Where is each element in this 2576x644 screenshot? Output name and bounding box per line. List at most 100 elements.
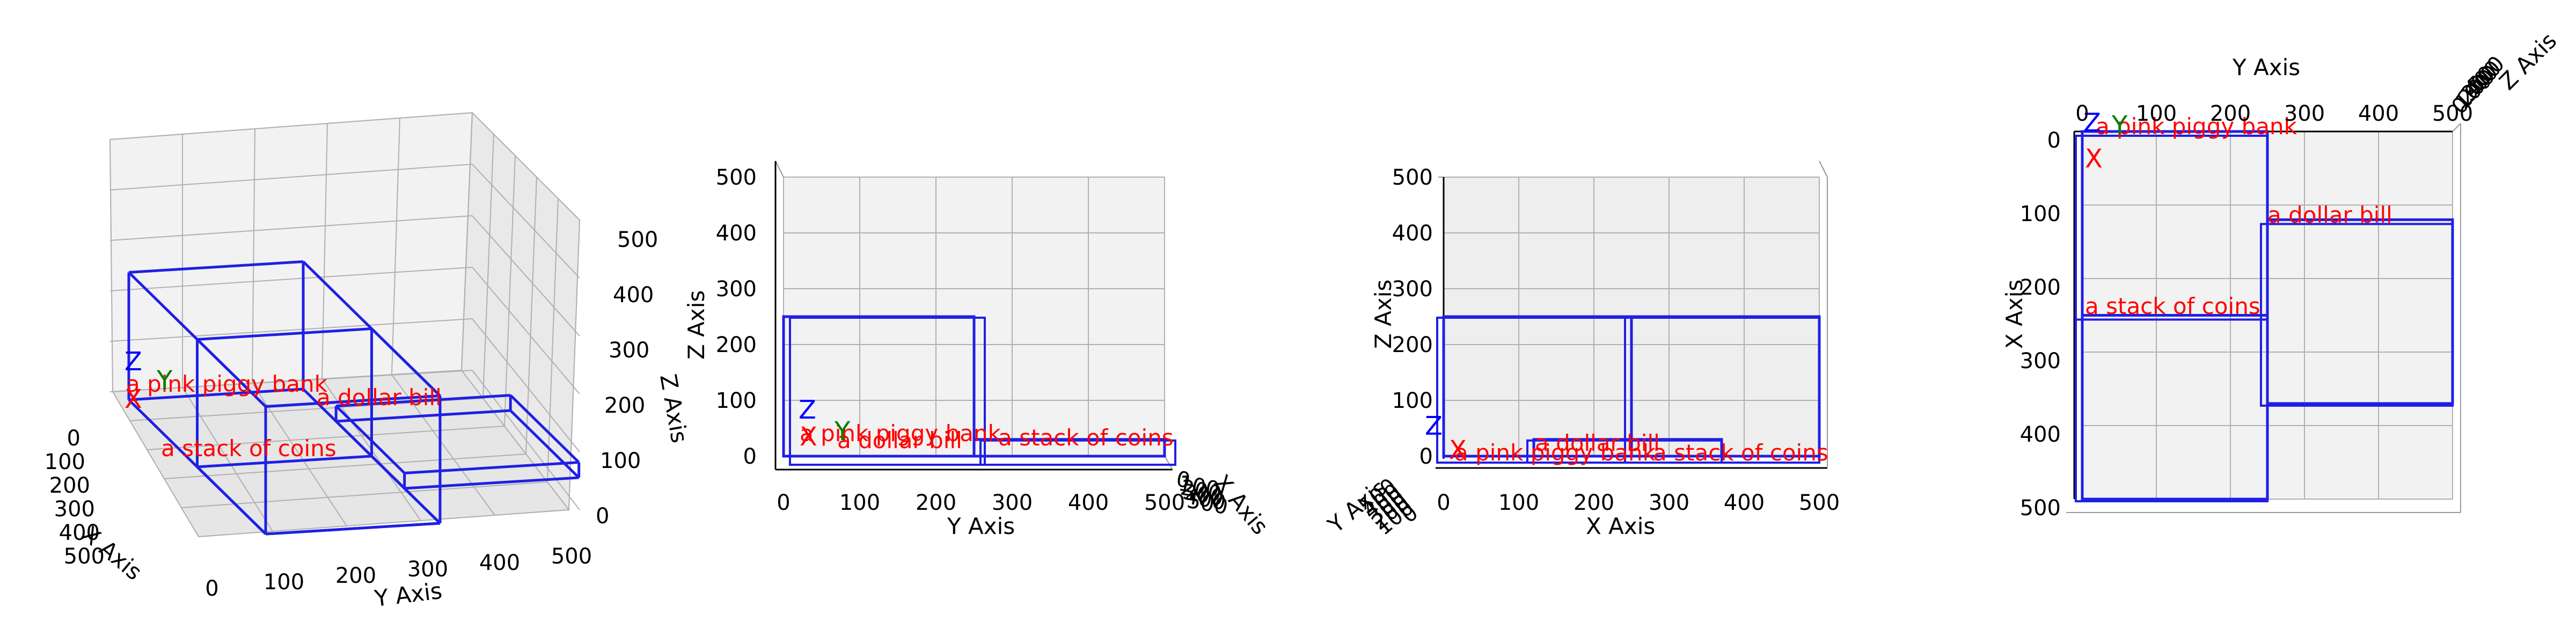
side-z-tick: 300	[1392, 277, 1433, 302]
perspective-y-tick: 100	[264, 570, 304, 595]
box-edge	[128, 387, 304, 401]
box-edge	[336, 394, 511, 407]
side-z-tick: 0	[1419, 444, 1433, 469]
back-grid-line	[109, 318, 473, 342]
front-y-axis-label: Y Axis	[947, 513, 1015, 539]
top-object-label: a stack of coins	[2085, 293, 2260, 319]
box-edge	[197, 327, 372, 341]
side-object-label: a dollar bill	[1535, 430, 1660, 456]
side-box	[1624, 315, 1821, 464]
side-z-tick: 400	[1392, 221, 1433, 246]
side-z-letter: Z	[1425, 411, 1443, 441]
side-grid-line	[472, 267, 580, 394]
front-y-tick: 400	[1068, 491, 1109, 515]
perspective-x-letter: X	[125, 384, 142, 414]
side-x-tick: 0	[1437, 491, 1450, 515]
top-y-tick: 0	[2075, 101, 2089, 126]
front-y-letter: Y	[834, 416, 851, 447]
top-y-tick: 300	[2284, 101, 2325, 126]
side-grid-line	[504, 155, 516, 427]
perspective-z-tick: 200	[604, 393, 645, 418]
front-x-letter: X	[800, 422, 817, 452]
perspective-x-tick: 400	[59, 521, 100, 545]
box-edge	[196, 466, 267, 535]
floor-grid-line	[198, 509, 569, 537]
top-x-tick: 100	[2020, 202, 2061, 226]
top-box	[2075, 314, 2269, 502]
side-grid-line	[525, 177, 537, 455]
box-depth-outline	[979, 439, 1176, 466]
side-grid-line	[472, 318, 580, 452]
back-grid-line	[109, 215, 473, 241]
side-z-tick: 200	[1392, 333, 1433, 357]
perspective-x-tick: 0	[67, 426, 80, 451]
box-edge	[265, 522, 441, 536]
side-object-label: a pink piggy bank	[1454, 440, 1656, 466]
top-x-axis-label: X Axis	[2001, 280, 2028, 349]
front-z-tick: 500	[716, 165, 757, 190]
top-ticks: 0 100 200 300 400 500010020030040050001002003…	[2020, 52, 2509, 521]
side-grid-line	[472, 164, 580, 279]
front-object-label: a dollar bill	[837, 427, 962, 453]
box-edge	[335, 405, 406, 474]
top-x-tick: 0	[2047, 128, 2061, 153]
front-z-tick: 300	[716, 277, 757, 302]
top-z-axis-label: Z Axis	[2494, 27, 2562, 95]
box-edge	[509, 409, 580, 479]
perspective-z-tick: 100	[600, 449, 641, 473]
front-y-tick: 500	[1144, 491, 1185, 515]
floor-grid-line	[112, 391, 199, 537]
perspective-y-tick: 300	[407, 557, 448, 582]
perspective-z-tick: 400	[613, 283, 654, 308]
floor-grid-line	[147, 426, 505, 450]
side-x-tick: 300	[1649, 491, 1689, 515]
perspective-x-tick: 200	[49, 473, 90, 498]
back-grid-line	[109, 139, 113, 392]
box-edge	[265, 394, 441, 408]
front-box	[782, 315, 986, 466]
perspective-box	[334, 394, 581, 490]
perspective-z-letter: Z	[125, 347, 142, 377]
side-x-letter: X	[1449, 435, 1467, 465]
box-edge	[509, 394, 580, 464]
front-z-tick: 0	[743, 444, 757, 469]
back-grid-line	[321, 123, 328, 379]
front-y-tick: 300	[992, 491, 1033, 515]
box-edge	[197, 455, 372, 469]
perspective-y-tick: 500	[551, 544, 592, 569]
box-edge	[370, 455, 441, 524]
side-x-tick: 100	[1498, 491, 1539, 515]
perspective-grid	[109, 112, 580, 537]
perspective-y-tick: 200	[335, 564, 376, 588]
perspective-object-label: a pink piggy bank	[126, 371, 328, 397]
perspective-x-tick: 100	[45, 450, 85, 474]
floor-grid-line	[112, 370, 462, 392]
top-x-tick: 400	[2020, 422, 2061, 447]
top-boxes: a pink piggy bank a dollar bill a stack of…	[2075, 108, 2454, 502]
front-z-axis-label: Z Axis	[683, 290, 709, 360]
perspective-y-letter: Y	[156, 365, 173, 396]
side-grid-line	[472, 370, 580, 510]
box-edge	[404, 461, 579, 474]
side-grid-line	[482, 134, 494, 399]
box-depth-outline	[789, 317, 986, 466]
floor-grid-line	[181, 481, 548, 508]
perspective-x-tick: 300	[54, 497, 95, 522]
top-x-letter: X	[2085, 144, 2103, 174]
perspective-x-tick: 500	[64, 544, 105, 569]
top-y-tick: 100	[2136, 101, 2177, 126]
perspective-z-tick: 500	[617, 228, 658, 252]
back-grid-line	[109, 164, 473, 191]
box-depth-outline	[2075, 318, 2268, 502]
top-x-tick: 200	[2020, 275, 2061, 300]
front-y-tick: 0	[777, 491, 790, 515]
back-grid-line	[391, 118, 400, 375]
side-object-label: a stack of coins	[1653, 440, 1828, 466]
